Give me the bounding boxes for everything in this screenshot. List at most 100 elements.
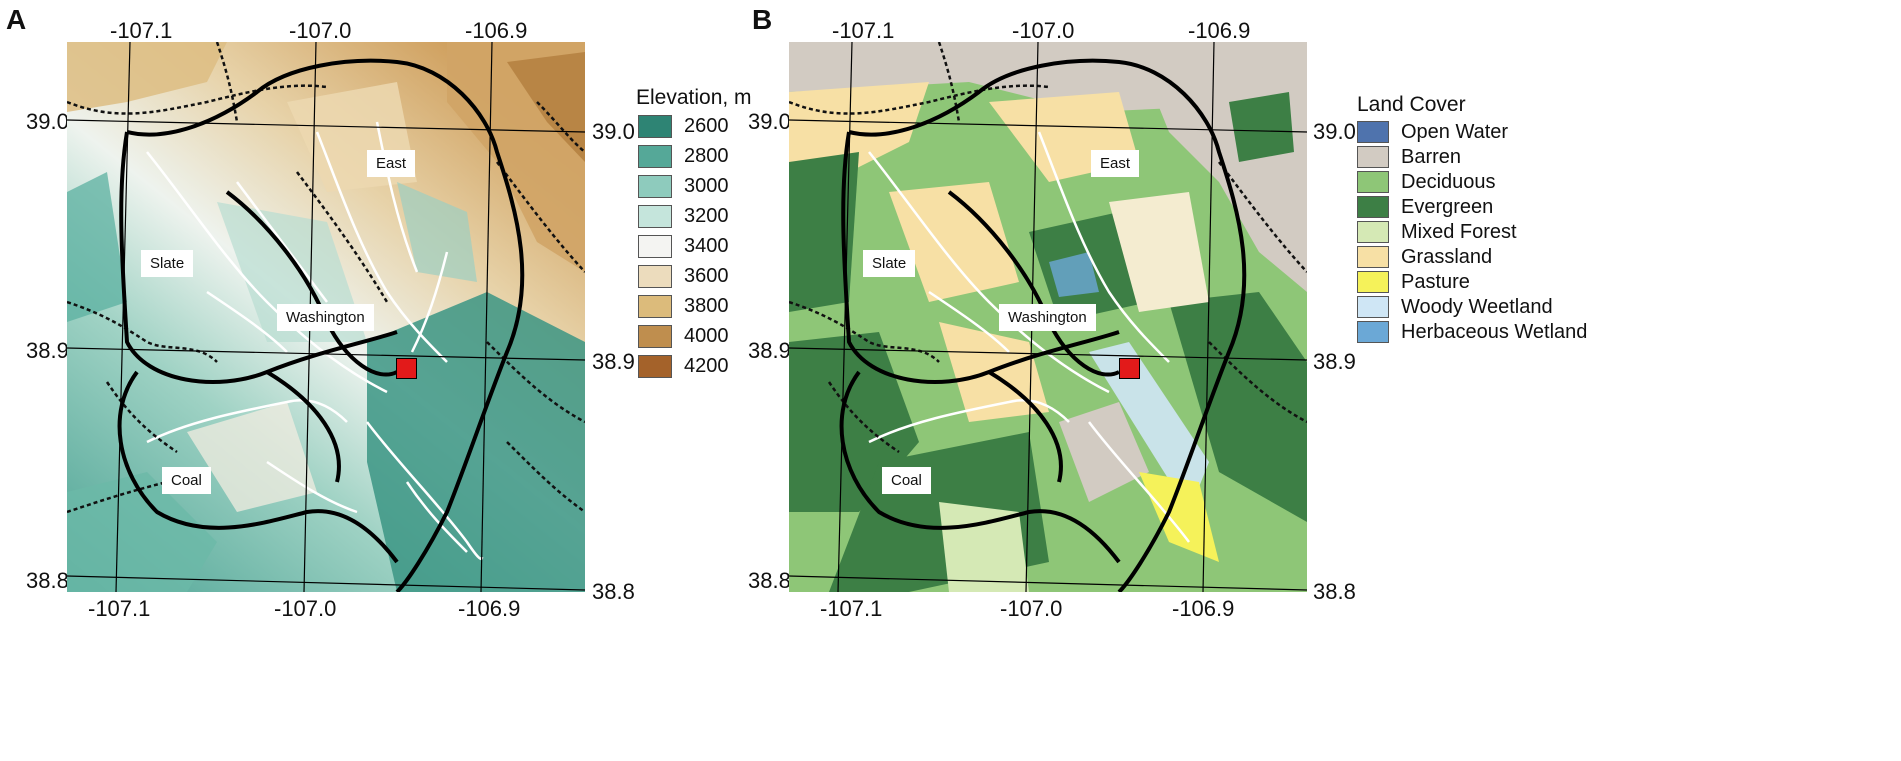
- elevation-swatch: [638, 174, 672, 198]
- land-cover-legend-item: Herbaceous Wetland: [1357, 318, 1587, 346]
- panel-b-top-tick-2: -107.0: [1012, 18, 1075, 43]
- panel-a-label-east: East: [367, 150, 416, 177]
- panel-b-left-tick-3: 38.8: [748, 568, 791, 593]
- elevation-legend-label: 2600: [684, 114, 729, 137]
- panel-b-left-tick-1: 39.0: [748, 109, 791, 134]
- panel-b-letter: B: [752, 4, 773, 35]
- elevation-legend-label: 3800: [684, 294, 729, 317]
- land-cover-legend-label: Mixed Forest: [1401, 220, 1517, 243]
- elevation-streams: [146, 121, 484, 561]
- elevation-legend-label: 3600: [684, 264, 729, 287]
- elevation-legend-item: 2600: [638, 112, 729, 140]
- elevation-legend-label: 4000: [684, 324, 729, 347]
- land-cover-swatch: [1357, 221, 1389, 243]
- panel-a-site-marker: [396, 358, 417, 379]
- elevation-legend-item: 3000: [638, 172, 729, 200]
- elevation-legend-label: 4200: [684, 354, 729, 377]
- land-cover-swatch: [1357, 196, 1389, 218]
- panel-b-top-tick-3: -106.9: [1188, 18, 1251, 43]
- elevation-map-graphic: [67, 42, 585, 592]
- panel-b-left-tick-2: 38.9: [748, 338, 791, 363]
- panel-a-bottom-tick-1: -107.1: [88, 596, 151, 621]
- land-cover-map-graphic: [789, 42, 1307, 592]
- land-cover-swatch: [1357, 171, 1389, 193]
- land-cover-swatch: [1357, 146, 1389, 168]
- land-cover-swatch: [1357, 321, 1389, 343]
- elevation-swatch: [638, 294, 672, 318]
- land-cover-legend-item: Mixed Forest: [1357, 218, 1517, 246]
- elevation-legend-item: 4000: [638, 322, 729, 350]
- panel-a-right-tick-3: 38.8: [592, 579, 635, 604]
- elevation-legend-label: 2800: [684, 144, 729, 167]
- panel-a-bottom-tick-2: -107.0: [274, 596, 337, 621]
- land-cover-legend-item: Grassland: [1357, 243, 1492, 271]
- land-cover-map[interactable]: East Slate Washington Coal: [789, 42, 1307, 592]
- land-cover-legend-label: Woody Weetland: [1401, 295, 1553, 318]
- land-cover-legend-label: Evergreen: [1401, 195, 1494, 218]
- elevation-legend-item: 4200: [638, 352, 729, 380]
- panel-b-bottom-tick-3: -106.9: [1172, 596, 1235, 621]
- land-cover-legend-item: Deciduous: [1357, 168, 1496, 196]
- panel-a-left-tick-1: 39.0: [26, 109, 69, 134]
- land-cover-legend-label: Open Water: [1401, 120, 1509, 143]
- elevation-swatch: [638, 144, 672, 168]
- elevation-graticule: [67, 42, 585, 592]
- panel-b-right-tick-1: 39.0: [1313, 119, 1356, 144]
- elevation-swatch: [638, 324, 672, 348]
- land-cover-legend-item: Woody Weetland: [1357, 293, 1553, 321]
- land-cover-legend-label: Pasture: [1401, 270, 1470, 293]
- elevation-legend-item: 3600: [638, 262, 729, 290]
- panel-b-label-coal: Coal: [882, 467, 931, 494]
- land-cover-legend-label: Herbaceous Wetland: [1401, 320, 1588, 343]
- panel-b-bottom-tick-1: -107.1: [820, 596, 883, 621]
- panel-a-label-slate: Slate: [141, 250, 194, 277]
- panel-a-left-tick-3: 38.8: [26, 568, 69, 593]
- elevation-legend-item: 3400: [638, 232, 729, 260]
- land-cover-streams: [868, 131, 1190, 543]
- panel-a-right-tick-2: 38.9: [592, 349, 635, 374]
- elevation-swatch: [638, 114, 672, 138]
- land-cover-legend-label: Deciduous: [1401, 170, 1496, 193]
- elevation-swatch: [638, 264, 672, 288]
- land-cover-swatch: [1357, 121, 1389, 143]
- panel-b-label-washington: Washington: [999, 304, 1096, 331]
- panel-b-label-east: East: [1091, 150, 1140, 177]
- panel-a-top-tick-2: -107.0: [289, 18, 352, 43]
- elevation-legend-label: 3000: [684, 174, 729, 197]
- land-cover-legend-title: Land Cover: [1357, 93, 1466, 116]
- land-cover-swatch: [1357, 246, 1389, 268]
- land-cover-legend-label: Barren: [1401, 145, 1462, 168]
- land-cover-legend-item: Pasture: [1357, 268, 1470, 296]
- elevation-legend-item: 3200: [638, 202, 729, 230]
- panel-b-top-tick-1: -107.1: [832, 18, 895, 43]
- elevation-legend-label: 3400: [684, 234, 729, 257]
- elevation-legend-label: 3200: [684, 204, 729, 227]
- elevation-legend-title: Elevation, m: [636, 86, 752, 109]
- panel-a-label-coal: Coal: [162, 467, 211, 494]
- panel-a-top-tick-3: -106.9: [465, 18, 528, 43]
- panel-a-right-tick-1: 39.0: [592, 119, 635, 144]
- panel-a-left-tick-2: 38.9: [26, 338, 69, 363]
- panel-b-right-tick-2: 38.9: [1313, 349, 1356, 374]
- elevation-swatch: [638, 354, 672, 378]
- elevation-terrain-patches: [67, 42, 585, 592]
- elevation-legend-item: 2800: [638, 142, 729, 170]
- land-cover-legend-item: Barren: [1357, 143, 1461, 171]
- land-cover-legend-item: Open Water: [1357, 118, 1508, 146]
- panel-a-top-tick-1: -107.1: [110, 18, 173, 43]
- land-cover-swatch: [1357, 296, 1389, 318]
- elevation-legend-item: 3800: [638, 292, 729, 320]
- panel-a-bottom-tick-3: -106.9: [458, 596, 521, 621]
- panel-a-label-washington: Washington: [277, 304, 374, 331]
- panel-b-site-marker: [1119, 358, 1140, 379]
- elevation-swatch: [638, 204, 672, 228]
- panel-a-letter: A: [6, 4, 27, 35]
- panel-b-right-tick-3: 38.8: [1313, 579, 1356, 604]
- land-cover-legend-label: Grassland: [1401, 245, 1493, 268]
- land-cover-swatch: [1357, 271, 1389, 293]
- panel-b-label-slate: Slate: [863, 250, 916, 277]
- panel-b-bottom-tick-2: -107.0: [1000, 596, 1063, 621]
- land-cover-graticule: [789, 42, 1307, 592]
- elevation-swatch: [638, 234, 672, 258]
- elevation-map[interactable]: East Slate Washington Coal: [67, 42, 585, 592]
